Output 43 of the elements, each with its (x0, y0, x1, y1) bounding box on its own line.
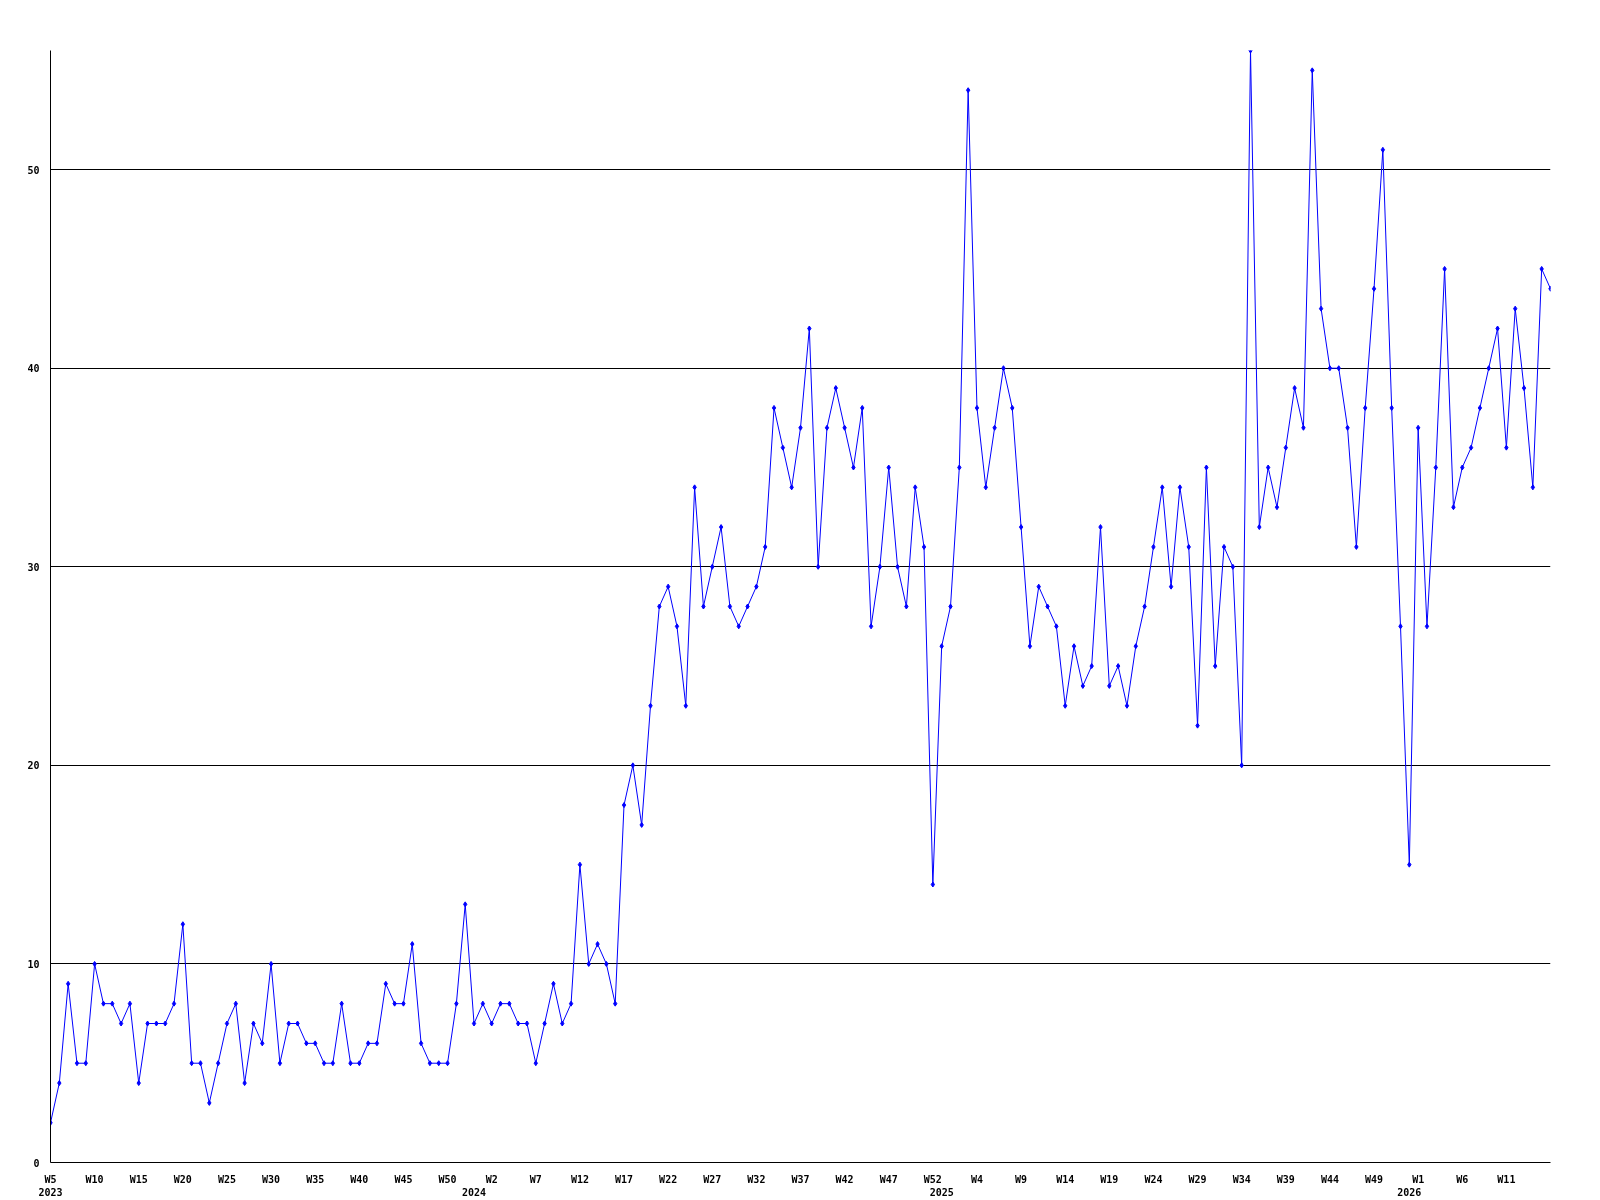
y-tick-label: 30 (27, 561, 40, 573)
x-tick-label: W2 (485, 1173, 498, 1185)
x-tick-label: 2026 (1397, 1186, 1422, 1198)
x-tick-label: W49 (1365, 1173, 1384, 1185)
x-tick-label: W39 (1276, 1173, 1295, 1185)
y-tick-label: 50 (27, 164, 40, 176)
x-tick-label: W45 (394, 1173, 413, 1185)
x-tick-label: W7 (529, 1173, 542, 1185)
y-tick-label: 40 (27, 363, 40, 375)
x-tick-label: W11 (1497, 1173, 1516, 1185)
y-tick-label: 10 (27, 958, 40, 970)
x-tick-label: W47 (879, 1173, 898, 1185)
x-tick-label: W37 (791, 1173, 810, 1185)
x-tick-label: W1 (1412, 1173, 1425, 1185)
x-tick-label: 2025 (929, 1186, 954, 1198)
x-tick-label: W32 (747, 1173, 766, 1185)
x-tick-label: W9 (1015, 1173, 1028, 1185)
x-tick-label: W24 (1144, 1173, 1163, 1185)
x-tick-label: W12 (570, 1173, 589, 1185)
x-tick-label: W35 (306, 1173, 325, 1185)
x-tick-label: W34 (1232, 1173, 1251, 1185)
x-tick-label: W19 (1100, 1173, 1119, 1185)
x-tick-label: W44 (1320, 1173, 1339, 1185)
x-tick-label: W52 (923, 1173, 942, 1185)
x-tick-label: W22 (659, 1173, 678, 1185)
x-tick-label: W50 (438, 1173, 457, 1185)
x-tick-label: W40 (350, 1173, 369, 1185)
x-tick-label: W25 (217, 1173, 236, 1185)
x-tick-label: W10 (85, 1173, 104, 1185)
x-tick-label: W4 (970, 1173, 983, 1185)
x-tick-label: W42 (835, 1173, 854, 1185)
x-tick-label: W30 (262, 1173, 281, 1185)
x-tick-label: W27 (703, 1173, 722, 1185)
x-tick-label: W5 2023 (38, 1173, 63, 1198)
x-tick-label: W6 (1456, 1173, 1469, 1185)
x-tick-label: W29 (1188, 1173, 1207, 1185)
x-tick-label: W17 (615, 1173, 634, 1185)
x-tick-label: 2024 (461, 1186, 487, 1198)
y-tick-label: 20 (27, 760, 40, 772)
x-tick-label: W14 (1056, 1173, 1075, 1185)
x-tick-label: W15 (129, 1173, 148, 1185)
x-tick-label: W20 (173, 1173, 192, 1185)
y-tick-label: 0 (33, 1157, 40, 1169)
